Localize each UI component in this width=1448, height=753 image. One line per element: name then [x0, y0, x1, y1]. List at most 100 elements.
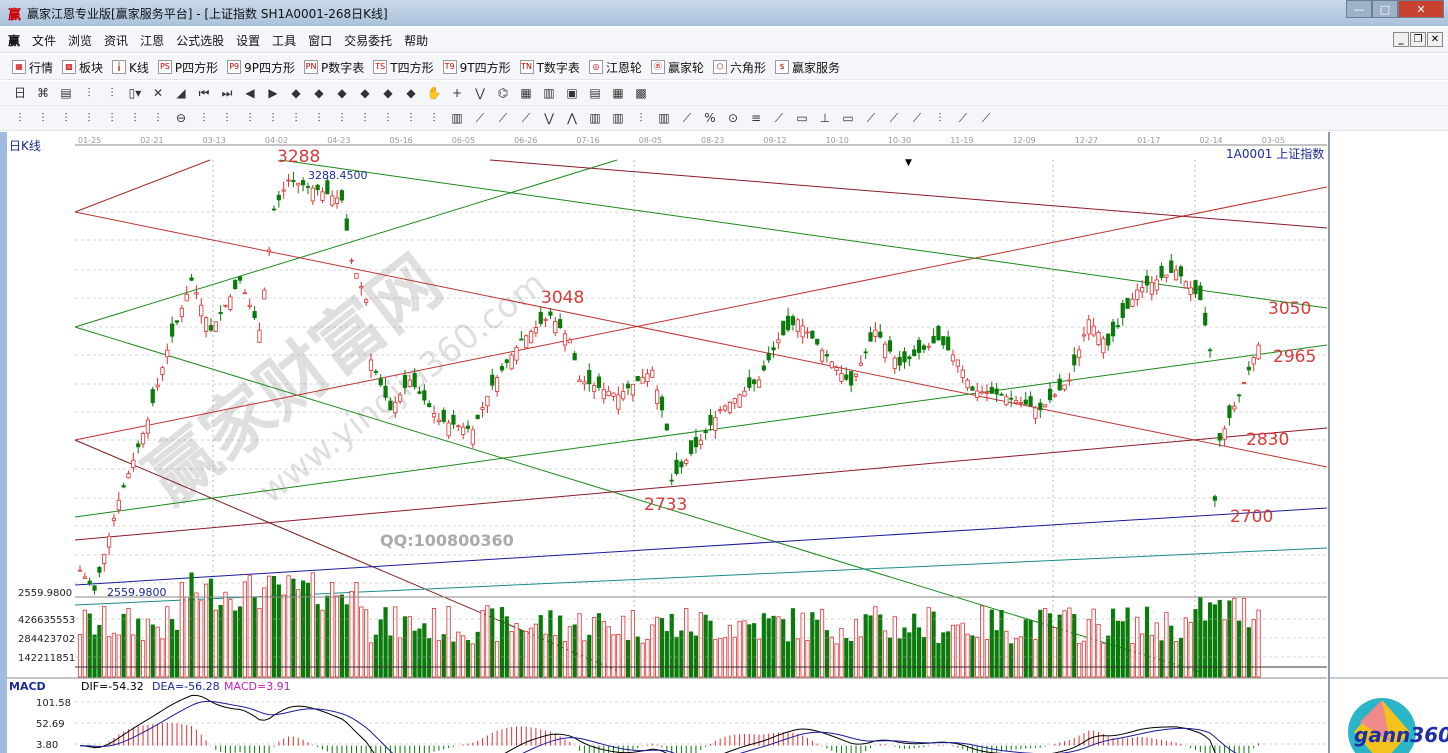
tool-icon[interactable]: ▥: [612, 111, 624, 125]
tool-icon[interactable]: ⫶: [18, 111, 22, 125]
toolbar-button-5[interactable]: PN P数字表: [304, 59, 364, 76]
tool-icon[interactable]: ⫶: [41, 111, 45, 125]
toolbar-button-2[interactable]: ╽ K线: [112, 59, 149, 76]
tool-icon[interactable]: ⋁: [544, 111, 554, 125]
menu-item-6[interactable]: 工具: [272, 33, 297, 48]
tool-icon[interactable]: ⏮: [198, 86, 210, 100]
tool-icon[interactable]: ▥: [589, 111, 601, 125]
tool-icon[interactable]: ⫶: [110, 111, 114, 125]
tool-icon[interactable]: ⟋: [866, 111, 876, 125]
tool-icon[interactable]: ⟋: [981, 111, 991, 125]
tool-icon[interactable]: ⫶: [938, 111, 942, 125]
tool-icon[interactable]: ⫶: [386, 111, 390, 125]
tool-icon[interactable]: ⫶: [639, 111, 643, 125]
menu-item-7[interactable]: 窗口: [308, 33, 333, 48]
tool-icon[interactable]: ◆: [337, 86, 347, 100]
toolbar-button-10[interactable]: Ⓑ 赢家轮: [650, 59, 704, 76]
close-button[interactable]: ✕: [1398, 0, 1444, 18]
tool-icon[interactable]: ⫶: [363, 111, 367, 125]
tool-icon[interactable]: ▦: [520, 86, 532, 100]
tool-icon[interactable]: ⟋: [889, 111, 899, 125]
toolbar-button-4[interactable]: P9 9P四方形: [227, 59, 295, 76]
menu-item-2[interactable]: 资讯: [104, 33, 129, 48]
tool-icon[interactable]: +: [451, 86, 463, 100]
tool-icon[interactable]: ▥: [451, 111, 463, 125]
tool-icon[interactable]: ⫶: [133, 111, 137, 125]
tool-icon[interactable]: ▤: [60, 86, 72, 100]
tool-icon[interactable]: ⫶: [271, 111, 275, 125]
tool-icon[interactable]: ▯▾: [128, 86, 142, 100]
toolbar-button-11[interactable]: ⬡ 六角形: [712, 59, 766, 76]
tool-icon[interactable]: ⟋: [521, 111, 531, 125]
tool-icon[interactable]: ▦: [612, 86, 624, 100]
tool-icon[interactable]: ▥: [543, 86, 555, 100]
tool-icon[interactable]: ⫶: [317, 111, 321, 125]
tool-icon[interactable]: ⫶: [248, 111, 252, 125]
tool-icon[interactable]: ⫶: [156, 111, 160, 125]
menu-item-4[interactable]: 公式选股: [176, 33, 225, 48]
tool-icon[interactable]: %: [704, 111, 716, 125]
tool-icon[interactable]: 日▾: [13, 86, 26, 116]
tool-icon[interactable]: ⟋: [912, 111, 922, 125]
tool-icon[interactable]: ⫶: [340, 111, 344, 125]
menu-item-5[interactable]: 设置: [236, 33, 261, 48]
tool-icon[interactable]: ◆: [383, 86, 393, 100]
tool-icon[interactable]: ◀: [245, 86, 255, 100]
menu-item-3[interactable]: 江恩: [140, 33, 165, 48]
tool-icon[interactable]: ⫶: [110, 86, 114, 100]
tool-icon[interactable]: ▥: [658, 111, 670, 125]
kline-chart[interactable]: 日K线 01-25 02-21 03-13 04-02 04-23 05-16 06-05 06…: [7, 132, 1328, 753]
tool-icon[interactable]: ⌬: [497, 86, 509, 100]
toolbar-button-0[interactable]: ▦ 行情: [12, 59, 53, 76]
tool-icon[interactable]: ▩: [635, 86, 647, 100]
toolbar-button-12[interactable]: $ 赢家服务: [774, 59, 840, 76]
toolbar-button-3[interactable]: PS P四方形: [157, 59, 218, 76]
tool-icon[interactable]: ≡: [750, 111, 762, 125]
mdi-minimize-button[interactable]: _: [1393, 32, 1409, 47]
tool-icon[interactable]: ⫶: [225, 111, 229, 125]
menu-item-9[interactable]: 帮助: [404, 33, 429, 48]
tool-icon[interactable]: ⟋: [774, 111, 784, 125]
tool-icon[interactable]: ✕: [152, 86, 164, 100]
tool-icon[interactable]: ⟋: [682, 111, 692, 125]
tool-icon[interactable]: ⊖: [175, 111, 187, 125]
tool-icon[interactable]: ⋁: [475, 86, 485, 100]
tool-icon[interactable]: ⫶: [64, 111, 68, 125]
tool-icon[interactable]: ⟋: [475, 111, 485, 125]
toolbar-button-8[interactable]: TN T数字表: [519, 59, 580, 76]
tool-icon[interactable]: ⫶: [432, 111, 436, 125]
toolbar-button-6[interactable]: TS T四方形: [373, 59, 434, 76]
tool-icon[interactable]: ⟋: [958, 111, 968, 125]
mdi-close-button[interactable]: ✕: [1427, 32, 1443, 47]
tool-icon[interactable]: ⫶: [409, 111, 413, 125]
minimize-button[interactable]: —: [1346, 0, 1372, 18]
tool-icon[interactable]: ◢: [176, 86, 186, 100]
tool-icon[interactable]: ⫶: [87, 111, 91, 125]
tool-icon[interactable]: ✋: [426, 86, 442, 100]
tool-icon[interactable]: ▭: [842, 111, 854, 125]
toolbar-button-7[interactable]: T9 9T四方形: [442, 59, 511, 76]
maximize-button[interactable]: □: [1372, 0, 1398, 18]
tool-icon[interactable]: ⫶: [87, 86, 91, 100]
menu-item-0[interactable]: 文件: [32, 33, 57, 48]
tool-icon[interactable]: ◆: [360, 86, 370, 100]
tool-icon[interactable]: ◆: [406, 86, 416, 100]
toolbar-button-1[interactable]: ▩ 板块: [62, 59, 103, 76]
tool-icon[interactable]: ▶: [268, 86, 278, 100]
tool-icon[interactable]: ⫶: [202, 111, 206, 125]
toolbar-button-9[interactable]: ◎ 江恩轮: [588, 59, 642, 76]
mdi-restore-button[interactable]: ❐: [1410, 32, 1426, 47]
tool-icon[interactable]: ◆: [314, 86, 324, 100]
tool-icon[interactable]: ▭: [796, 111, 808, 125]
tool-icon[interactable]: ⋀: [567, 111, 577, 125]
tool-icon[interactable]: ⌘: [37, 86, 49, 100]
tool-icon[interactable]: ▤: [589, 86, 601, 100]
tool-icon[interactable]: ⊥: [819, 111, 831, 125]
tool-icon[interactable]: ◆: [291, 86, 301, 100]
tool-icon[interactable]: ⊙: [727, 111, 739, 125]
tool-icon[interactable]: ⫶: [294, 111, 298, 125]
tool-icon[interactable]: ▣: [566, 86, 578, 100]
tool-icon[interactable]: ⟋: [498, 111, 508, 125]
menu-item-8[interactable]: 交易委托: [344, 33, 393, 48]
menu-item-1[interactable]: 浏览: [68, 33, 93, 48]
